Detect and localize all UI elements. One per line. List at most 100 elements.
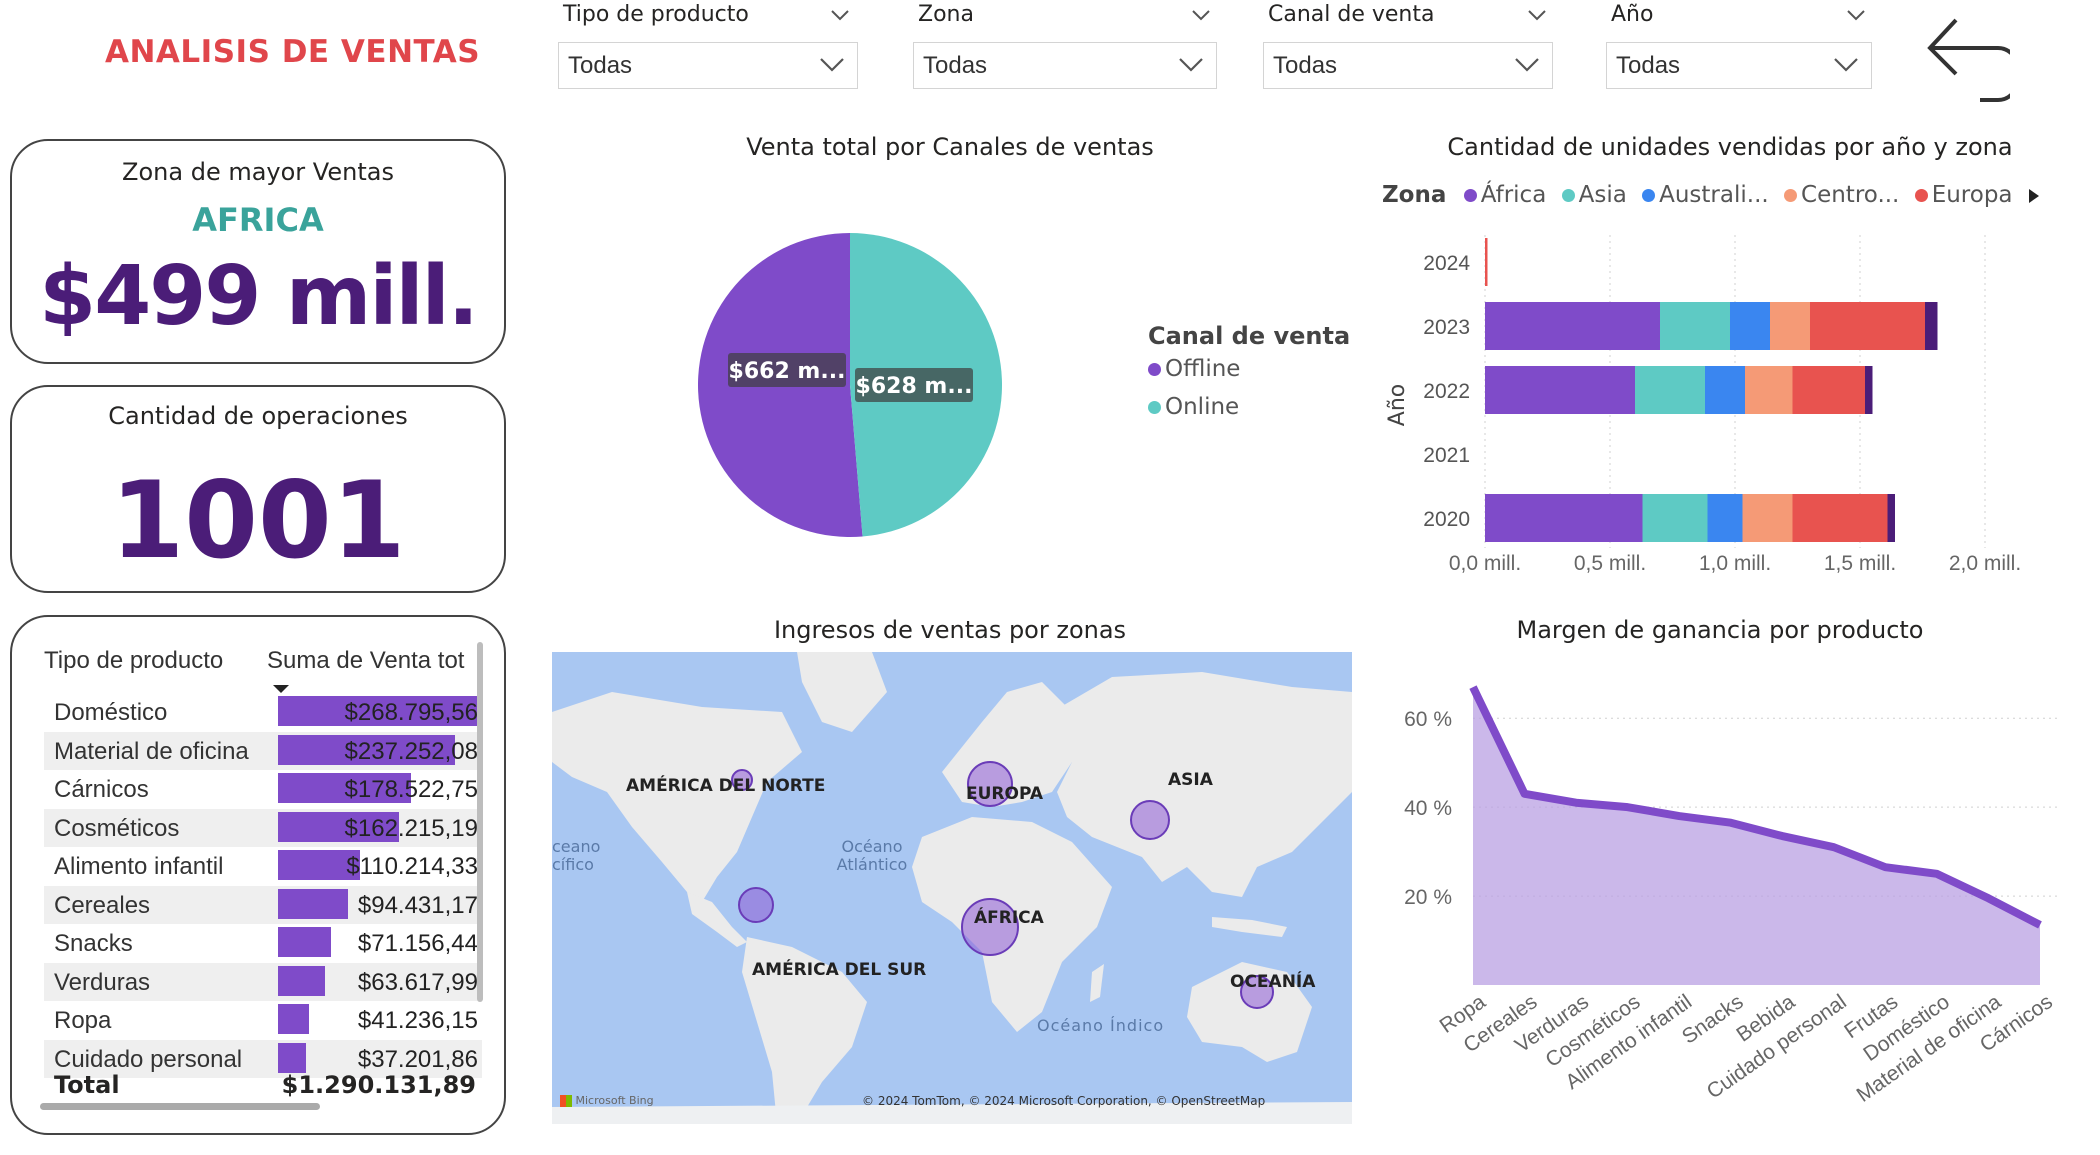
pie-legend-item-offline[interactable]: Offline — [1148, 356, 1350, 382]
chevron-down-icon — [1834, 58, 1858, 72]
table-row[interactable]: Cuidado personal $37.201,86 — [44, 1039, 482, 1078]
pie-chart[interactable]: $662 m... $628 m... — [680, 215, 1020, 555]
bar-segment[interactable] — [1660, 302, 1730, 350]
filter-dropdown[interactable]: Todas — [913, 42, 1217, 89]
bar-segment[interactable] — [1742, 494, 1793, 542]
chevron-down-icon[interactable] — [830, 6, 850, 25]
svg-text:$662 m...: $662 m... — [729, 359, 846, 384]
pie-legend: Canal de venta Offline Online — [1148, 322, 1350, 420]
bar-segment[interactable] — [1730, 302, 1770, 350]
filter-tipo-producto[interactable]: Tipo de producto Todas — [558, 0, 858, 95]
row-value: $237.252,08 — [344, 737, 478, 765]
bar-segment[interactable] — [1770, 302, 1810, 350]
table-row[interactable]: Alimento infantil $110.214,33 — [44, 847, 482, 885]
bar-segment[interactable] — [1485, 494, 1643, 542]
row-name: Verduras — [54, 968, 151, 996]
map-label-atlantic: Océano Atlántico — [836, 837, 908, 874]
filter-value: Todas — [1273, 52, 1338, 79]
area-chart[interactable]: 20 %40 %60 %RopaCerealesVerdurasCosmétic… — [1380, 660, 2080, 1120]
bar-segment[interactable] — [1707, 494, 1743, 542]
legend-next-icon[interactable] — [2028, 188, 2040, 208]
bar-segment[interactable] — [1792, 366, 1866, 414]
map-label-africa: ÁFRICA — [974, 908, 1044, 928]
bar-segment[interactable] — [1635, 366, 1705, 414]
bar-segment[interactable] — [1887, 494, 1896, 542]
row-name: Cereales — [54, 891, 151, 919]
legend-item-europa[interactable]: Europa — [1914, 182, 2013, 208]
chevron-down-icon — [1179, 58, 1203, 72]
table-row[interactable]: Cosméticos $162.215,19 — [44, 808, 482, 847]
bar-segment[interactable] — [1485, 238, 1488, 286]
bar-segment[interactable] — [1810, 302, 1925, 350]
filter-dropdown[interactable]: Todas — [1263, 42, 1553, 89]
filter-label: Año — [1611, 2, 1654, 27]
map-label-north-america: AMÉRICA DEL NORTE — [626, 776, 826, 796]
filter-dropdown[interactable]: Todas — [1606, 42, 1872, 89]
sales-map[interactable]: AMÉRICA DEL NORTE EUROPA ASIA ÁFRICA AMÉ… — [552, 652, 1352, 1124]
chevron-down-icon[interactable] — [1191, 6, 1211, 25]
bar-segment[interactable] — [1792, 494, 1888, 542]
operations-value: 1001 — [110, 459, 406, 582]
row-name: Cosméticos — [54, 814, 180, 842]
row-databar — [278, 965, 326, 996]
x-tick-label: 0,0 mill. — [1449, 552, 1521, 575]
map-title: Ingresos de ventas por zonas — [773, 616, 1127, 644]
back-arrow-icon[interactable] — [1920, 6, 2022, 106]
sort-desc-icon[interactable] — [272, 679, 290, 698]
map-attribution[interactable]: © 2024 TomTom, © 2024 Microsoft Corporat… — [862, 1094, 1266, 1108]
filter-dropdown[interactable]: Todas — [558, 42, 858, 89]
row-name: Cárnicos — [54, 776, 149, 803]
chevron-down-icon — [820, 58, 844, 72]
area-chart-title: Margen de ganancia por producto — [1516, 616, 1924, 644]
legend-item-australia[interactable]: Australi... — [1642, 182, 1769, 208]
product-table-card: Tipo de producto Suma de Venta tot Domés… — [10, 615, 506, 1135]
bar-segment[interactable] — [1925, 302, 1938, 350]
chevron-down-icon[interactable] — [1846, 6, 1866, 25]
row-name: Snacks — [54, 930, 133, 957]
bar-segment[interactable] — [1642, 494, 1708, 542]
table-row[interactable]: Doméstico $268.795,56 — [44, 693, 482, 731]
pie-legend-item-online[interactable]: Online — [1148, 394, 1350, 420]
pie-data-label: $662 m... — [728, 353, 846, 387]
filter-anio[interactable]: Año Todas — [1606, 0, 1872, 95]
table-header-value[interactable]: Suma de Venta tot — [267, 647, 465, 674]
operations-card: Cantidad de operaciones 1001 — [10, 385, 506, 593]
y-tick-label: 2022 — [1423, 380, 1470, 403]
bar-segment[interactable] — [1485, 302, 1660, 350]
row-value: $268.795,56 — [344, 699, 478, 726]
table-hscroll[interactable] — [40, 1103, 320, 1110]
area-fill — [1473, 687, 2040, 985]
row-name: Cuidado personal — [54, 1045, 243, 1073]
table-row[interactable]: Cereales $94.431,17 — [44, 885, 482, 924]
table-row[interactable]: Material de oficina $237.252,08 — [44, 731, 482, 770]
stacked-bar-chart[interactable]: 0,0 mill. 0,5 mill. 1,0 mill. 1,5 mill. 2,0 … — [1380, 230, 2080, 590]
table-vscroll[interactable] — [477, 642, 483, 1002]
row-value: $178.522,75 — [344, 776, 478, 803]
row-value: $94.431,17 — [357, 891, 478, 919]
table-row[interactable]: Ropa $41.236,15 — [44, 1001, 482, 1039]
bar-segment[interactable] — [1705, 366, 1745, 414]
table-row[interactable]: Snacks $71.156,44 — [44, 924, 482, 962]
chevron-down-icon[interactable] — [1527, 6, 1547, 25]
chevron-down-icon — [1515, 58, 1539, 72]
legend-item-asia[interactable]: Asia — [1561, 182, 1627, 208]
bar-segment[interactable] — [1865, 366, 1873, 414]
filter-zona[interactable]: Zona Todas — [913, 0, 1217, 95]
card-title: Cantidad de operaciones — [108, 402, 408, 430]
bar-segment[interactable] — [1485, 366, 1635, 414]
area-line[interactable] — [1469, 685, 2042, 929]
legend-item-centro[interactable]: Centro... — [1784, 182, 1899, 208]
bar-segment[interactable] — [1745, 366, 1793, 414]
table-header-name[interactable]: Tipo de producto — [44, 647, 224, 674]
filter-canal-venta[interactable]: Canal de venta Todas — [1263, 0, 1553, 95]
map-label-indian: Océano Índico — [1037, 1016, 1165, 1035]
row-databar — [278, 773, 411, 803]
legend-item-africa[interactable]: África — [1463, 182, 1546, 208]
map-label-asia: ASIA — [1168, 770, 1213, 790]
table-row[interactable]: Verduras $63.617,99 — [44, 962, 482, 1001]
card-title: Zona de mayor Ventas — [122, 158, 394, 186]
table-row[interactable]: Cárnicos $178.522,75 — [44, 770, 482, 808]
filter-value: Todas — [1616, 52, 1681, 79]
pie-legend-title: Canal de venta — [1148, 322, 1351, 350]
y-tick-label: 2020 — [1423, 508, 1470, 531]
